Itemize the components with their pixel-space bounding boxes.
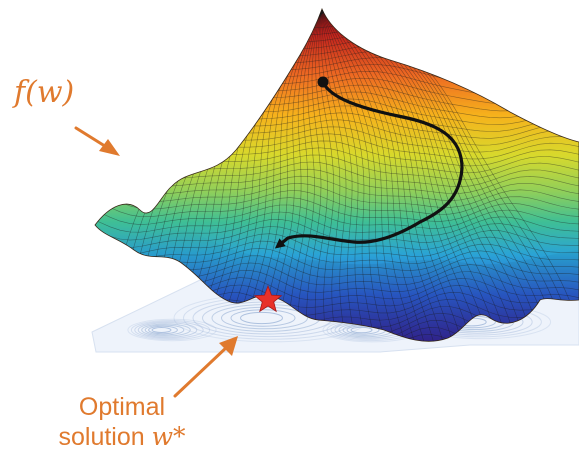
annotation-arrows: [74, 126, 238, 398]
function-name: f: [14, 75, 26, 110]
open-paren: (: [25, 75, 37, 110]
star-icon: [253, 284, 283, 313]
function-label: f(w): [14, 78, 74, 108]
start-dot-icon: [317, 76, 329, 88]
function-argument: w: [36, 75, 63, 110]
optimal-solution-text: solution: [58, 423, 145, 449]
optimization-path: [274, 76, 464, 249]
optimal-solution-label: Optimal solution w*: [52, 392, 192, 449]
optimal-solution-symbol: w*: [151, 422, 186, 449]
function-pointer-arrow: [74, 126, 120, 156]
loss-surface: [94, 7, 579, 342]
optimal-solution-line2: solution w*: [52, 422, 192, 449]
close-paren: ): [62, 75, 75, 110]
optimal-solution-line1: Optimal: [78, 393, 166, 421]
optimum-pointer-arrow: [173, 336, 238, 398]
gradient-descent-trajectory: [274, 80, 464, 249]
